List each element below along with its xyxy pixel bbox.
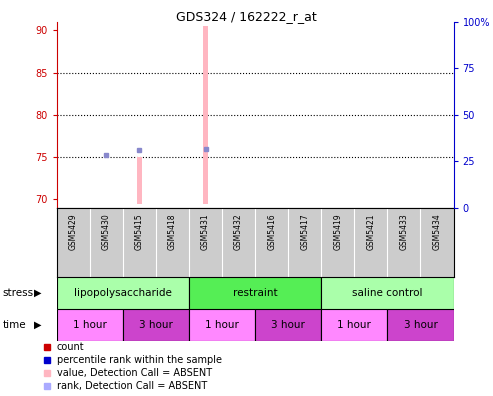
- Text: GSM5430: GSM5430: [102, 213, 111, 250]
- Bar: [387, 309, 454, 341]
- Text: GSM5432: GSM5432: [234, 213, 243, 250]
- Bar: [137, 157, 142, 204]
- Text: saline control: saline control: [352, 288, 423, 298]
- Text: GSM5416: GSM5416: [267, 213, 276, 250]
- Text: lipopolysaccharide: lipopolysaccharide: [74, 288, 172, 298]
- Text: 3 hour: 3 hour: [404, 320, 437, 330]
- Text: stress: stress: [2, 288, 34, 298]
- Text: GSM5421: GSM5421: [366, 213, 375, 250]
- Bar: [57, 309, 123, 341]
- Text: GDS324 / 162222_r_at: GDS324 / 162222_r_at: [176, 10, 317, 23]
- Text: percentile rank within the sample: percentile rank within the sample: [57, 355, 222, 365]
- Text: restraint: restraint: [233, 288, 278, 298]
- Bar: [255, 309, 321, 341]
- Text: ▶: ▶: [34, 288, 41, 298]
- Text: count: count: [57, 342, 84, 352]
- Bar: [189, 277, 321, 309]
- Text: GSM5431: GSM5431: [201, 213, 210, 250]
- Text: 1 hour: 1 hour: [73, 320, 106, 330]
- Text: time: time: [2, 320, 26, 330]
- Bar: [57, 277, 189, 309]
- Bar: [321, 309, 387, 341]
- Bar: [123, 309, 189, 341]
- Text: GSM5434: GSM5434: [432, 213, 442, 250]
- Text: value, Detection Call = ABSENT: value, Detection Call = ABSENT: [57, 368, 212, 378]
- Bar: [203, 26, 208, 204]
- Text: 1 hour: 1 hour: [337, 320, 371, 330]
- Text: 3 hour: 3 hour: [139, 320, 173, 330]
- Text: GSM5418: GSM5418: [168, 213, 177, 250]
- Text: GSM5429: GSM5429: [69, 213, 78, 250]
- Text: rank, Detection Call = ABSENT: rank, Detection Call = ABSENT: [57, 381, 207, 390]
- Text: ▶: ▶: [34, 320, 41, 330]
- Text: GSM5415: GSM5415: [135, 213, 144, 250]
- Text: 1 hour: 1 hour: [205, 320, 239, 330]
- Text: GSM5433: GSM5433: [399, 213, 409, 250]
- Bar: [189, 309, 255, 341]
- Text: 3 hour: 3 hour: [271, 320, 305, 330]
- Text: GSM5417: GSM5417: [300, 213, 309, 250]
- Bar: [321, 277, 454, 309]
- Text: GSM5419: GSM5419: [333, 213, 342, 250]
